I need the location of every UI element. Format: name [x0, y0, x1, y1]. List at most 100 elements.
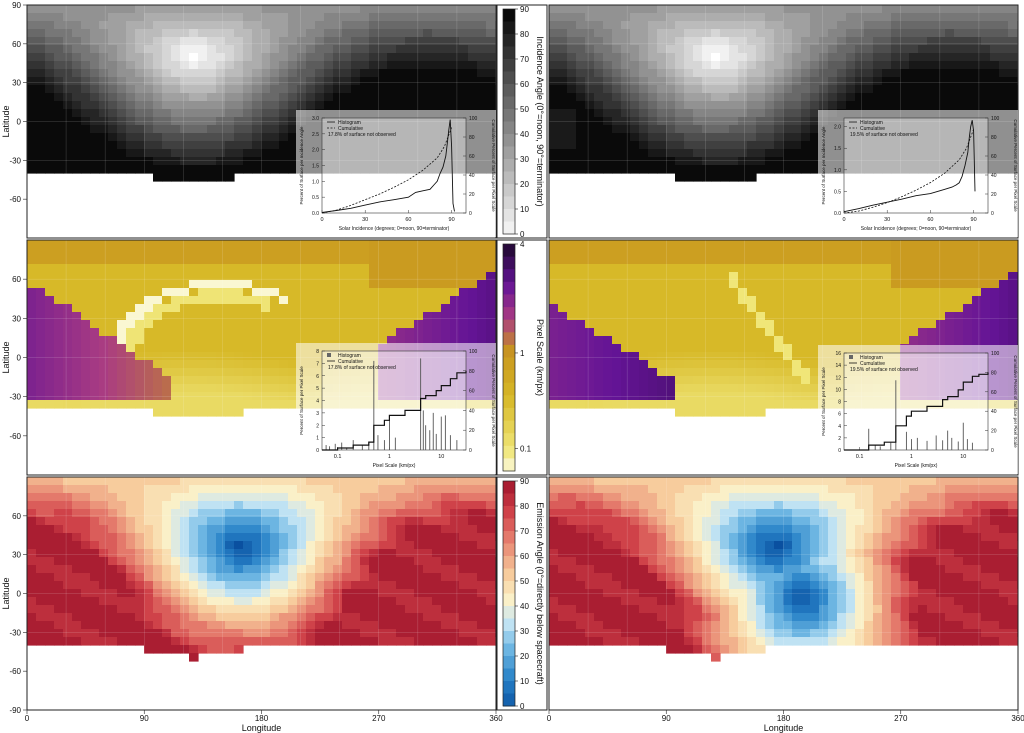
colorbar-step [503, 319, 515, 333]
lon-axis-left: 0 90 180 270 360 Longitude [25, 710, 503, 733]
colorbar-tick-label: 60 [520, 80, 529, 89]
lat-tick-label: 0 [17, 590, 22, 599]
lon-tick-label: 0 [25, 714, 30, 723]
inset-frame [321, 350, 467, 451]
colorbar-step [503, 209, 515, 222]
colorbar-step [503, 370, 515, 384]
colorbar-step [503, 382, 515, 396]
lat-tick-label: -30 [9, 628, 21, 637]
colorbar-step [503, 631, 515, 644]
row-emission [26, 476, 1019, 711]
inset-cumulative-line [322, 370, 467, 451]
lat-tick-label: -60 [9, 667, 21, 676]
colorbar-tick-label: 90 [520, 477, 529, 486]
lat-tick-label: -90 [9, 706, 21, 715]
inset-incidence-right: 0.0 0.5 1.0 1.5 2.0 0 20 40 60 80 100 0 30 60 90 Solar … [818, 110, 1018, 237]
colorbar-step [503, 34, 515, 47]
inset-ytick-left: 5 [316, 386, 319, 392]
inset-ytick-right: 20 [991, 192, 997, 198]
lon-axis-right: 0 90 180 270 360 Longitude [547, 710, 1024, 733]
inset-xtick: 1 [388, 454, 391, 460]
colorbar-label: Pixel Scale (km/px) [535, 319, 545, 396]
inset-ytick-right: 40 [469, 173, 475, 179]
colorbar-step [503, 543, 515, 557]
legend-cumulative: Cumulative [860, 361, 885, 367]
legend-cumulative: Cumulative [338, 126, 363, 132]
colorbar-step [503, 9, 515, 22]
inset-ylabel-left: Percent of Surface per Incidence Angle [821, 126, 826, 205]
inset-xlabel: Solar Incidence (degrees; 0=noon, 90=ter… [339, 226, 450, 232]
lon-tick-label: 90 [140, 714, 149, 723]
inset-pixel-right: 0 2 4 6 8 10 12 14 16 0 20 40 60 80 100 0.1 1 10 Pixel Sca… [818, 345, 1018, 474]
legend-cumulative: Cumulative [860, 126, 885, 132]
colorbar-tick-label: 10 [520, 205, 529, 214]
colorbar-step [503, 332, 515, 346]
colorbar-tick-label: 70 [520, 55, 529, 64]
colorbar-step [503, 593, 515, 607]
colorbar-label: Emission Angle (0°=directly below spacec… [535, 502, 545, 684]
lon-tick-label: 180 [777, 714, 791, 723]
inset-ytick-left: 6 [838, 412, 841, 418]
colorbar-step [503, 184, 515, 197]
inset-ytick-left: 12 [835, 375, 841, 381]
inset-xtick: 10 [438, 454, 444, 460]
lat-tick-label: 0 [17, 118, 22, 127]
inset-ytick-right: 60 [991, 154, 997, 160]
lat-tick-label: 30 [12, 314, 21, 323]
inset-note: 17.8% of surface not observed [328, 365, 396, 371]
colorbar-tick-label: 30 [520, 155, 529, 164]
lon-tick-label: 180 [255, 714, 269, 723]
inset-cumulative-line [321, 127, 452, 214]
colorbar-frame [502, 480, 516, 707]
colorbar-step [503, 681, 515, 694]
longitude-label: Longitude [242, 723, 282, 733]
colorbar-tick-label: 30 [520, 627, 529, 636]
inset-ytick-right: 20 [469, 428, 475, 434]
inset-xtick: 90 [971, 217, 977, 223]
inset-ylabel-right: Cumulative Percent of Surface per Pixel … [1013, 119, 1018, 212]
lon-tick-label: 270 [894, 714, 908, 723]
colorbar-step [503, 21, 515, 35]
colorbar-step [503, 458, 515, 472]
colorbar-tick-label: 50 [520, 105, 529, 114]
colorbar-step [503, 244, 515, 258]
inset-ylabel-left: Percent of Surface per Incidence Angle [299, 126, 304, 205]
colorbar-step [503, 159, 515, 172]
lat-tick-label: 30 [12, 551, 21, 560]
inset-background [296, 343, 496, 474]
colorbar-step [503, 307, 515, 321]
inset-ytick-right: 80 [469, 135, 475, 141]
inset-ytick-right: 80 [469, 369, 475, 375]
colorbar-step [503, 281, 515, 295]
colorbar-tick-label: 0.1 [520, 444, 532, 453]
inset-xtick: 10 [960, 454, 966, 460]
inset-xtick: 30 [362, 217, 368, 223]
inset-ytick-right: 0 [469, 448, 472, 454]
inset-ytick-right: 60 [469, 389, 475, 395]
inset-ytick-left: 0 [838, 448, 841, 454]
latitude-label: Latitude [1, 341, 11, 373]
inset-ytick-right: 0 [991, 448, 994, 454]
inset-xtick: 0 [842, 217, 845, 223]
inset-ytick-left: 2.0 [312, 148, 319, 154]
colorbar-step [503, 269, 515, 283]
colorbar-step [503, 643, 515, 657]
colorbar-step [503, 668, 515, 682]
colorbar-step [503, 121, 515, 135]
inset-ytick-left: 1.5 [834, 146, 841, 152]
colorbar-step [503, 171, 515, 185]
lat-axis-bottom: 60 30 0 -30 -60 -90 Latitude [1, 512, 27, 715]
inset-ylabel-right: Cumulative Percent of Surface per Pixel … [1013, 355, 1018, 448]
inset-xtick: 60 [927, 217, 933, 223]
colorbar-step [503, 256, 515, 270]
inset-ytick-left: 3.0 [312, 116, 319, 122]
legend-cumulative: Cumulative [338, 359, 363, 365]
colorbar-pixel: 0.1 1 4 Pixel Scale (km/px) [496, 239, 548, 476]
inset-xtick: 0.1 [856, 454, 864, 460]
legend-histogram: Histogram [860, 355, 883, 361]
colorbar-step [503, 433, 515, 447]
